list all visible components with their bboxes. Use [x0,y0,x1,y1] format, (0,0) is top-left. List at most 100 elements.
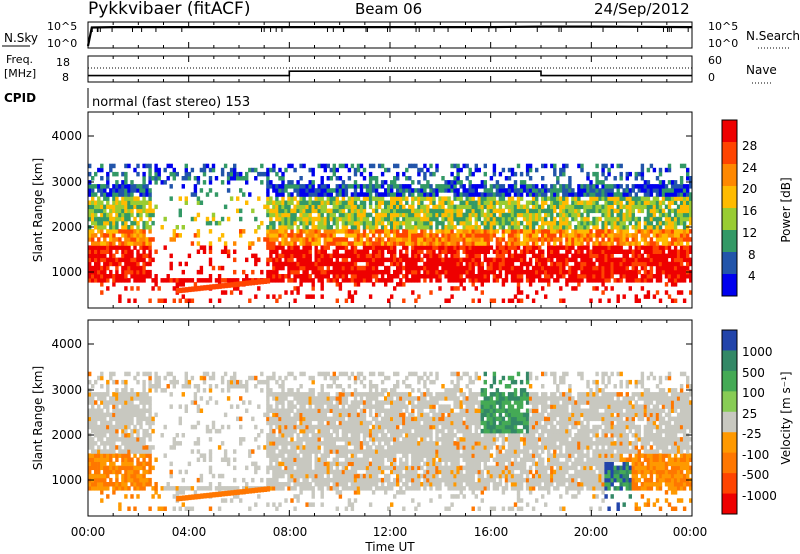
power-cell [374,261,379,267]
power-cell [525,188,530,193]
power-cell [667,212,672,218]
power-cell [91,216,95,222]
power-cell [670,257,675,263]
power-cell [374,265,379,271]
power-cell [507,225,512,230]
power-cell [525,200,530,205]
power-cell [359,249,364,254]
power-cell [513,171,518,177]
power-cell [338,163,343,169]
power-cell [483,204,487,210]
power-cell [450,257,454,263]
power-cell [519,241,524,246]
power-cell [643,265,648,271]
power-cell [562,225,566,230]
power-cell [477,192,481,197]
power-cell [124,265,128,271]
power-cell [649,249,654,254]
power-cell [501,229,506,234]
power-cell [233,249,237,254]
power-cell [308,253,312,259]
power-cell [299,188,303,193]
power-cell [643,269,648,275]
power-cell [682,196,687,201]
power-cell [344,212,349,218]
velocity-cell [220,486,225,491]
cpid-label: CPID [4,91,36,105]
power-cell [335,274,339,279]
power-cell [664,233,669,238]
power-cell [380,241,385,246]
power-cell [607,278,611,283]
power-cell [230,282,234,288]
power-cell [359,212,364,218]
power-cell [314,200,318,205]
power-cell [368,257,373,263]
power-cell [417,253,421,259]
power-cell [420,167,424,173]
power-cell [420,188,424,193]
power-cell [619,184,623,189]
power-cell [417,220,421,226]
power-cell [631,204,635,210]
power-cell [619,220,623,226]
power-cell [217,237,222,242]
power-cell [535,184,539,189]
power-cell [616,163,620,169]
power-cell [154,282,158,287]
velocity-cell [124,420,128,426]
power-cell [371,269,376,275]
power-cell [411,163,415,169]
power-cell [127,200,131,205]
power-cell [124,220,128,226]
power-cell [516,192,521,197]
power-cell [631,184,635,189]
power-cell [586,253,590,259]
power-cell [426,241,430,246]
power-cell [208,245,213,250]
velocity-cell [223,449,228,454]
power-cell [556,253,560,259]
power-cell [384,241,388,246]
velocity-cell [103,404,107,409]
power-cell [516,220,521,226]
power-cell [565,220,569,226]
power-cell [535,167,539,173]
power-cell [664,282,669,287]
power-cell [350,204,355,210]
power-cell [568,233,572,238]
power-cell [468,208,472,214]
power-cell [393,192,397,197]
power-cell [483,241,487,246]
velocity-cell [278,433,282,438]
power-cell [293,278,297,283]
power-cell [507,265,512,271]
power-cell [124,225,128,230]
velocity-cell [275,408,279,413]
power-cell [151,237,155,242]
power-cell [465,249,469,254]
power-cell [154,171,158,177]
power-cell [417,237,421,242]
power-cell [338,200,343,205]
velocity-cell [193,396,198,401]
power-cell [474,163,478,169]
power-cell [281,245,285,250]
power-cell [501,257,506,263]
power-cell [91,176,95,181]
power-cell [686,184,690,189]
power-cell [187,253,192,259]
power-cell [486,225,490,230]
power-cell [598,180,602,185]
power-cell [393,269,397,275]
power-cell [601,212,605,218]
velocity-cell [269,457,273,462]
power-cell [299,204,303,210]
power-cell [109,208,113,214]
power-cell [492,298,497,303]
power-cell [456,245,460,250]
velocity-cell [266,453,270,458]
power-cell [166,163,170,169]
velocity-cell [142,457,146,462]
power-cell [477,229,481,234]
